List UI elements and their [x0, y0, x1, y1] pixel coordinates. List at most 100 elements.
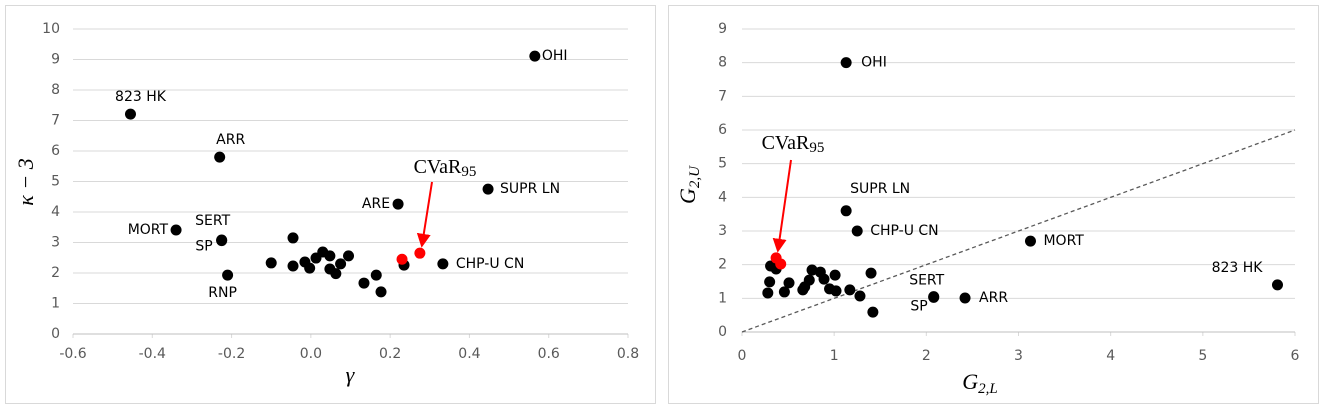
- point: [214, 151, 226, 163]
- x-tick-label: 0.2: [379, 346, 401, 362]
- point: [216, 235, 228, 247]
- y-tick-label: 2: [51, 265, 60, 281]
- point: [865, 267, 877, 279]
- annotation-arrow: [416, 181, 433, 248]
- x-tick-label: 0: [738, 348, 747, 364]
- y-tick-label: 9: [51, 52, 60, 68]
- point: [437, 258, 449, 270]
- annotation: CVaR95: [414, 156, 477, 181]
- y-tick-label: 2: [718, 257, 727, 273]
- annotation: CVaR95: [762, 132, 825, 157]
- point-label: SP: [195, 239, 212, 255]
- point: [762, 287, 774, 299]
- point: [414, 247, 426, 259]
- annotation-sub: 95: [809, 140, 824, 156]
- annotation-base: CVaR: [762, 132, 810, 154]
- y-tick-label: 5: [51, 174, 60, 190]
- x-tick-label: 0.4: [458, 346, 480, 362]
- x-tick-label: -0.4: [139, 346, 166, 362]
- x-tick-label: 0.0: [300, 346, 322, 362]
- point: [370, 269, 382, 281]
- point-label: OHI: [542, 48, 568, 64]
- y-tick-label: 7: [51, 113, 60, 129]
- point: [375, 286, 387, 298]
- point: [829, 269, 841, 281]
- y-tick-label: 0: [718, 324, 727, 340]
- y-tick-label: 4: [718, 189, 727, 205]
- axis-title-sub: 2,L: [978, 381, 998, 397]
- panel-frame: [668, 5, 1319, 404]
- point: [840, 205, 852, 217]
- axis-title-base: γ: [346, 362, 356, 387]
- point: [287, 260, 299, 272]
- x-tick-label: 0.6: [538, 346, 560, 362]
- point-label: ARE: [362, 196, 390, 212]
- y-tick-label: 8: [718, 55, 727, 71]
- y-tick-label: 3: [51, 235, 60, 251]
- point-label: SUPR LN: [500, 181, 560, 197]
- y-tick-label: 8: [51, 82, 60, 98]
- y-tick-label: 1: [718, 290, 727, 306]
- axis-title-base: κ − 3: [13, 158, 38, 205]
- axis-title-base: G: [675, 188, 700, 204]
- point: [1024, 235, 1036, 247]
- y-tick-label: 5: [718, 156, 727, 172]
- point: [797, 284, 809, 296]
- x-tick-label: -0.2: [218, 346, 245, 362]
- point: [396, 253, 408, 265]
- x-tick-label: 4: [1106, 348, 1115, 364]
- y-tick-label: 9: [718, 21, 727, 37]
- point-label: MORT: [128, 222, 169, 238]
- x-tick-label: 2: [922, 348, 931, 364]
- y-tick-label: 0: [51, 326, 60, 342]
- point: [840, 57, 852, 69]
- point: [335, 258, 347, 270]
- x-tick-label: 3: [1014, 348, 1023, 364]
- point: [854, 290, 866, 302]
- point: [844, 284, 856, 296]
- point-label: 823 HK: [115, 89, 167, 105]
- x-tick-label: 6: [1291, 348, 1300, 364]
- point: [170, 224, 182, 236]
- point: [851, 225, 863, 237]
- point: [775, 258, 787, 270]
- annotation-sub: 95: [461, 164, 476, 180]
- x-tick-label: 1: [830, 348, 839, 364]
- point: [330, 268, 342, 280]
- y-tick-label: 4: [51, 204, 60, 220]
- point: [304, 262, 316, 274]
- point-label: RNP: [208, 285, 237, 301]
- point-label: 823 HK: [1212, 260, 1264, 276]
- point: [265, 257, 277, 269]
- y-tick-label: 10: [42, 21, 60, 37]
- point-label: ARR: [216, 132, 245, 148]
- point-label: CHP-U CN: [870, 223, 938, 239]
- annotation-base: CVaR: [414, 156, 462, 178]
- reference-line: [741, 129, 1296, 333]
- axis-title-base: G: [962, 369, 978, 394]
- y-tick-label: 3: [718, 223, 727, 239]
- annotation-arrow: [772, 159, 792, 253]
- point-label: ARR: [979, 290, 1008, 306]
- point: [482, 183, 494, 195]
- point: [764, 276, 776, 288]
- point: [783, 277, 795, 289]
- y-tick-label: 6: [51, 143, 60, 159]
- point: [324, 250, 336, 262]
- axis-title: G2,U: [675, 165, 703, 204]
- point-label: SUPR LN: [850, 181, 910, 197]
- axis-title: γ: [346, 362, 356, 387]
- point: [529, 50, 541, 62]
- point-label: OHI: [861, 55, 887, 71]
- axis-title: G2,L: [962, 369, 997, 397]
- x-tick-label: 0.8: [617, 346, 639, 362]
- point: [824, 283, 836, 295]
- point: [778, 286, 790, 298]
- axis-title: κ − 3: [13, 158, 38, 205]
- point-label: CHP-U CN: [456, 256, 524, 272]
- point: [392, 198, 404, 210]
- point: [928, 291, 940, 303]
- y-tick-label: 7: [718, 88, 727, 104]
- point-label: SP: [910, 298, 927, 314]
